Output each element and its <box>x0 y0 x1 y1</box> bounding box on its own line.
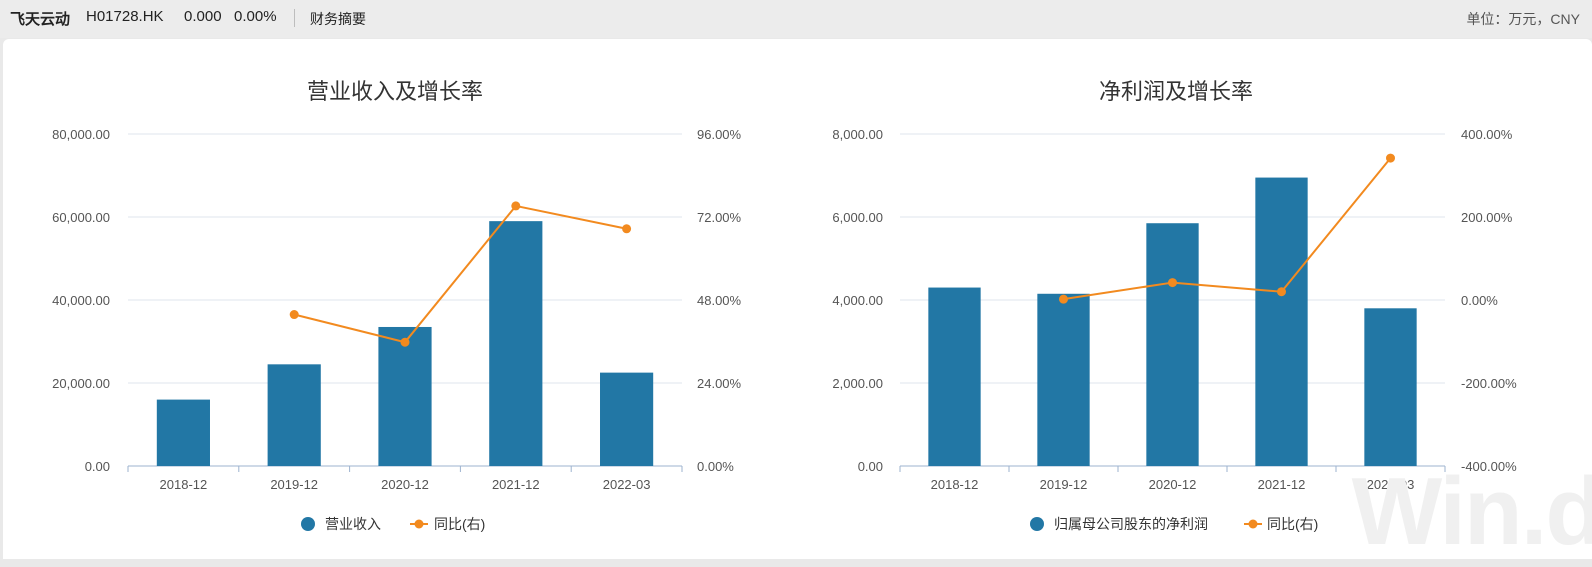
chart1-x-tick-label: 2020-12 <box>381 477 429 492</box>
chart2-bar <box>1255 177 1308 466</box>
chart1-x-tick-label: 2019-12 <box>270 477 318 492</box>
chart1-legend-line-label: 同比(右) <box>434 516 485 532</box>
chart2-y-left-tick: 4,000.00 <box>832 293 883 308</box>
chart2-title: 净利润及增长率 <box>1099 79 1253 104</box>
chart2-legend-line-dot <box>1248 519 1258 529</box>
chart2-y-right-tick: -200.00% <box>1461 376 1517 391</box>
chart1-y-right-tick: 24.00% <box>697 376 742 391</box>
chart1-growth-line <box>293 204 627 344</box>
chart1-x-tick-label: 2022-03 <box>603 477 651 492</box>
chart1-y-left-tick: 80,000.00 <box>52 127 110 142</box>
chart2-legend-bar-swatch <box>1030 517 1044 531</box>
chart1-bar <box>156 399 210 466</box>
stock-code: H01728.HK <box>86 8 164 25</box>
company-name: 飞天云动 <box>10 11 71 28</box>
chart1-title: 营业收入及增长率 <box>307 79 483 104</box>
section-tab-financial-summary[interactable]: 财务摘要 <box>310 11 366 27</box>
chart1-legend-line-dot <box>414 519 424 529</box>
chart1-y-right-tick: 48.00% <box>697 293 742 308</box>
chart2-growth-point <box>1277 287 1286 297</box>
header-divider <box>294 9 295 27</box>
chart2-x-tick-label: 2022-03 <box>1367 477 1415 492</box>
chart1-x-tick-label: 2018-12 <box>160 477 208 492</box>
chart1-y-right-tick: 0.00% <box>697 459 734 474</box>
chart1-legend-bar-swatch <box>301 517 315 531</box>
chart1-y-right-tick: 96.00% <box>697 127 742 142</box>
chart1-y-right-tick: 72.00% <box>697 210 742 225</box>
stock-price: 0.000 <box>184 8 222 25</box>
chart2-x-tick-label: 2019-12 <box>1040 477 1088 492</box>
chart2-x-tick-label: 2020-12 <box>1149 477 1197 492</box>
chart-panel: 营业收入及增长率 0.00 0.00% 20,000.00 24.00% 40,000.0… <box>3 39 1592 565</box>
chart1-growth-point <box>511 201 521 211</box>
header-bar: 飞天云动 H01728.HK 0.000 0.00% 财务摘要 单位：万元，CN… <box>0 0 1592 38</box>
chart2-y-left-tick: 2,000.00 <box>832 376 883 391</box>
chart1-bar <box>267 364 321 466</box>
chart2-legend-bar-label: 归属母公司股东的净利润 <box>1054 516 1208 532</box>
chart2-y-left-tick: 6,000.00 <box>832 210 883 225</box>
chart1-bar <box>600 372 654 466</box>
chart1-growth-point <box>400 337 410 347</box>
chart1-y-left-tick: 0.00 <box>85 459 110 474</box>
chart2-y-right-tick: -400.00% <box>1461 459 1517 474</box>
chart2-bar <box>1037 293 1090 466</box>
chart2-bar <box>1146 223 1199 466</box>
chart1-growth-point <box>622 224 632 234</box>
chart2-y-left-tick: 8,000.00 <box>832 127 883 142</box>
price-change: 0.00% <box>234 8 277 25</box>
chart2-y-right-tick: 0.00% <box>1461 293 1498 308</box>
unit-label: 单位：万元，CNY <box>1466 11 1580 27</box>
chart2-y-right-tick: 200.00% <box>1461 210 1513 225</box>
chart2-legend-line-label: 同比(右) <box>1267 516 1318 532</box>
chart2-growth-point <box>1386 153 1395 163</box>
chart2-y-right-tick: 400.00% <box>1461 127 1513 142</box>
chart2-y-left-tick: 0.00 <box>858 459 883 474</box>
chart1-x-tick-label: 2021-12 <box>492 477 540 492</box>
chart2-bar <box>928 287 981 466</box>
chart2-x-tick-label: 2021-12 <box>1258 477 1306 492</box>
chart1-y-left-tick: 20,000.00 <box>52 376 110 391</box>
chart1-y-left-tick: 60,000.00 <box>52 210 110 225</box>
chart2-growth-line <box>1063 157 1392 301</box>
chart1-growth-point <box>289 310 299 320</box>
chart1-y-left-tick: 40,000.00 <box>52 293 110 308</box>
chart2-growth-point <box>1059 294 1068 304</box>
chart2-bar <box>1364 308 1417 466</box>
chart2-growth-point <box>1168 278 1177 288</box>
chart1-bar <box>489 221 543 466</box>
chart2-x-tick-label: 2018-12 <box>931 477 979 492</box>
charts-svg: 营业收入及增长率 0.00 0.00% 20,000.00 24.00% 40,000.0… <box>52 79 1517 532</box>
chart1-bar <box>378 326 432 466</box>
chart1-legend-bar-label: 营业收入 <box>325 516 381 532</box>
